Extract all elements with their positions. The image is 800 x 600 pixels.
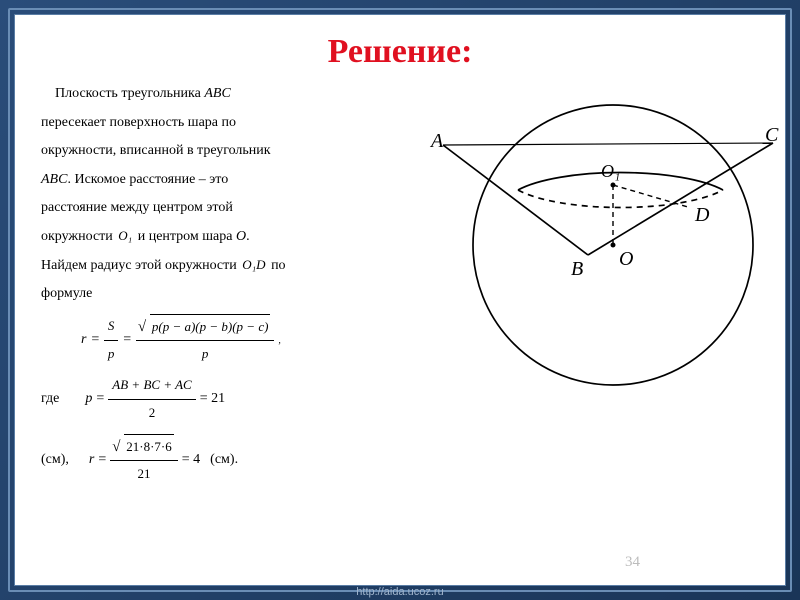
fraction: p(p − a)(p − b)(p − c) p — [136, 314, 275, 367]
label-o1: O₁ — [601, 161, 620, 181]
o1-d-segment — [613, 185, 688, 207]
para-line: Найдем радиус этой окружности O₁D по — [41, 253, 421, 280]
point-o — [611, 243, 616, 248]
equals: = — [90, 327, 99, 354]
rhs: = 21 — [200, 386, 225, 413]
para-line: пересекает поверхность шара по — [41, 110, 421, 137]
side-ac — [443, 143, 773, 145]
text: по — [268, 258, 286, 273]
text: Найдем радиус этой окружности — [41, 258, 240, 273]
body: Плоскость треугольника ABC пересекает по… — [41, 81, 759, 487]
text-column: Плоскость треугольника ABC пересекает по… — [41, 81, 421, 487]
label-o: O — [619, 248, 633, 270]
formula-r-numeric: (см), r = 21·8·7·6 21 = 4 (см). — [41, 434, 421, 487]
denominator: p — [136, 341, 275, 367]
equals: = — [122, 327, 131, 354]
para-line: окружности, вписанной в треугольник — [41, 138, 421, 165]
numerator: p(p − a)(p − b)(p − c) — [136, 314, 275, 342]
text: . Искомое расстояние – это — [67, 172, 228, 187]
text: . — [246, 229, 250, 244]
formula-p: где p = AB + BC + AC 2 = 21 — [41, 373, 421, 425]
var-o: O — [236, 229, 246, 244]
formula-r: r = S p = p(p − a)(p − b)(p − c) p , — [81, 314, 421, 367]
text: окружности — [41, 229, 116, 244]
denominator: 21 — [110, 461, 178, 487]
sphere-diagram: A C B D O O₁ — [423, 75, 783, 405]
para-line: расстояние между центром этой — [41, 195, 421, 222]
equals: = — [96, 386, 104, 413]
slide-title: Решение: — [41, 33, 759, 71]
var: r — [81, 327, 86, 354]
var: p — [85, 386, 92, 413]
equals: = — [98, 447, 106, 474]
label-cm: (см). — [210, 447, 238, 474]
label-where: где — [41, 386, 59, 413]
radicand: p(p − a)(p − b)(p − c) — [150, 314, 271, 340]
text: Плоскость треугольника — [55, 86, 204, 101]
label-c: C — [765, 124, 779, 146]
var-abc: ABC — [41, 172, 67, 187]
para-line: окружности O₁ и центром шара O. — [41, 224, 421, 251]
var-abc: ABC — [204, 86, 230, 101]
numerator: AB + BC + AC — [108, 373, 195, 400]
diagram-column: A C B D O O₁ — [433, 81, 759, 487]
label-d: D — [694, 204, 710, 226]
var-o1d: O₁D — [240, 253, 267, 278]
text: и центром шара — [134, 229, 236, 244]
para-line: ABC. Искомое расстояние – это — [41, 167, 421, 194]
denominator: 2 — [108, 400, 195, 426]
numerator: S — [104, 314, 119, 341]
side-ab — [443, 145, 588, 255]
fraction: 21·8·7·6 21 — [110, 434, 178, 487]
label-b: B — [571, 258, 583, 280]
footer-url: http://aida.ucoz.ru — [0, 586, 800, 598]
slide-number: 34 — [625, 554, 640, 571]
comma: , — [278, 331, 281, 350]
var: r — [89, 447, 94, 474]
radicand: 21·8·7·6 — [124, 434, 174, 460]
para-line: Плоскость треугольника ABC — [41, 81, 421, 108]
label-cm: (см), — [41, 447, 69, 474]
label-a: A — [429, 130, 444, 152]
numerator: 21·8·7·6 — [110, 434, 178, 462]
fraction: AB + BC + AC 2 — [108, 373, 195, 425]
fraction: S p — [104, 314, 119, 366]
denominator: p — [104, 341, 119, 367]
para-line: формуле — [41, 281, 421, 308]
point-o1 — [611, 183, 616, 188]
sqrt: 21·8·7·6 — [114, 434, 174, 460]
var-o1: O₁ — [116, 224, 134, 249]
cross-section-front — [518, 173, 723, 190]
sqrt: p(p − a)(p − b)(p − c) — [140, 314, 271, 340]
rhs: = 4 — [182, 447, 200, 474]
